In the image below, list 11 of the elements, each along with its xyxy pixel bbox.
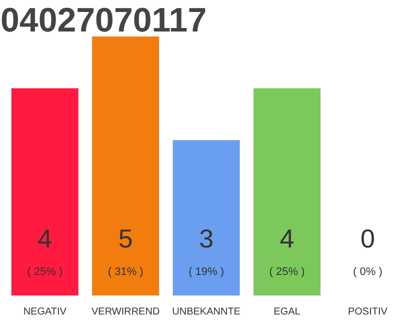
x-tick-label: POSITIV — [348, 306, 388, 318]
data-label: 4 ( 25% ) — [269, 224, 305, 278]
x-tick-label: VERWIRREND — [92, 306, 160, 318]
data-label: 4 ( 25% ) — [27, 224, 63, 278]
chart-title: 04027070117 — [0, 2, 207, 40]
data-label: 5 ( 31% ) — [108, 224, 144, 278]
data-label: 3 ( 19% ) — [188, 224, 224, 278]
x-tick-label: NEGATIV — [23, 306, 67, 318]
data-label: 0 ( 0% ) — [353, 224, 382, 278]
x-tick-label: UNBEKANNTE — [172, 306, 241, 318]
x-tick-label: EGAL — [274, 306, 301, 318]
